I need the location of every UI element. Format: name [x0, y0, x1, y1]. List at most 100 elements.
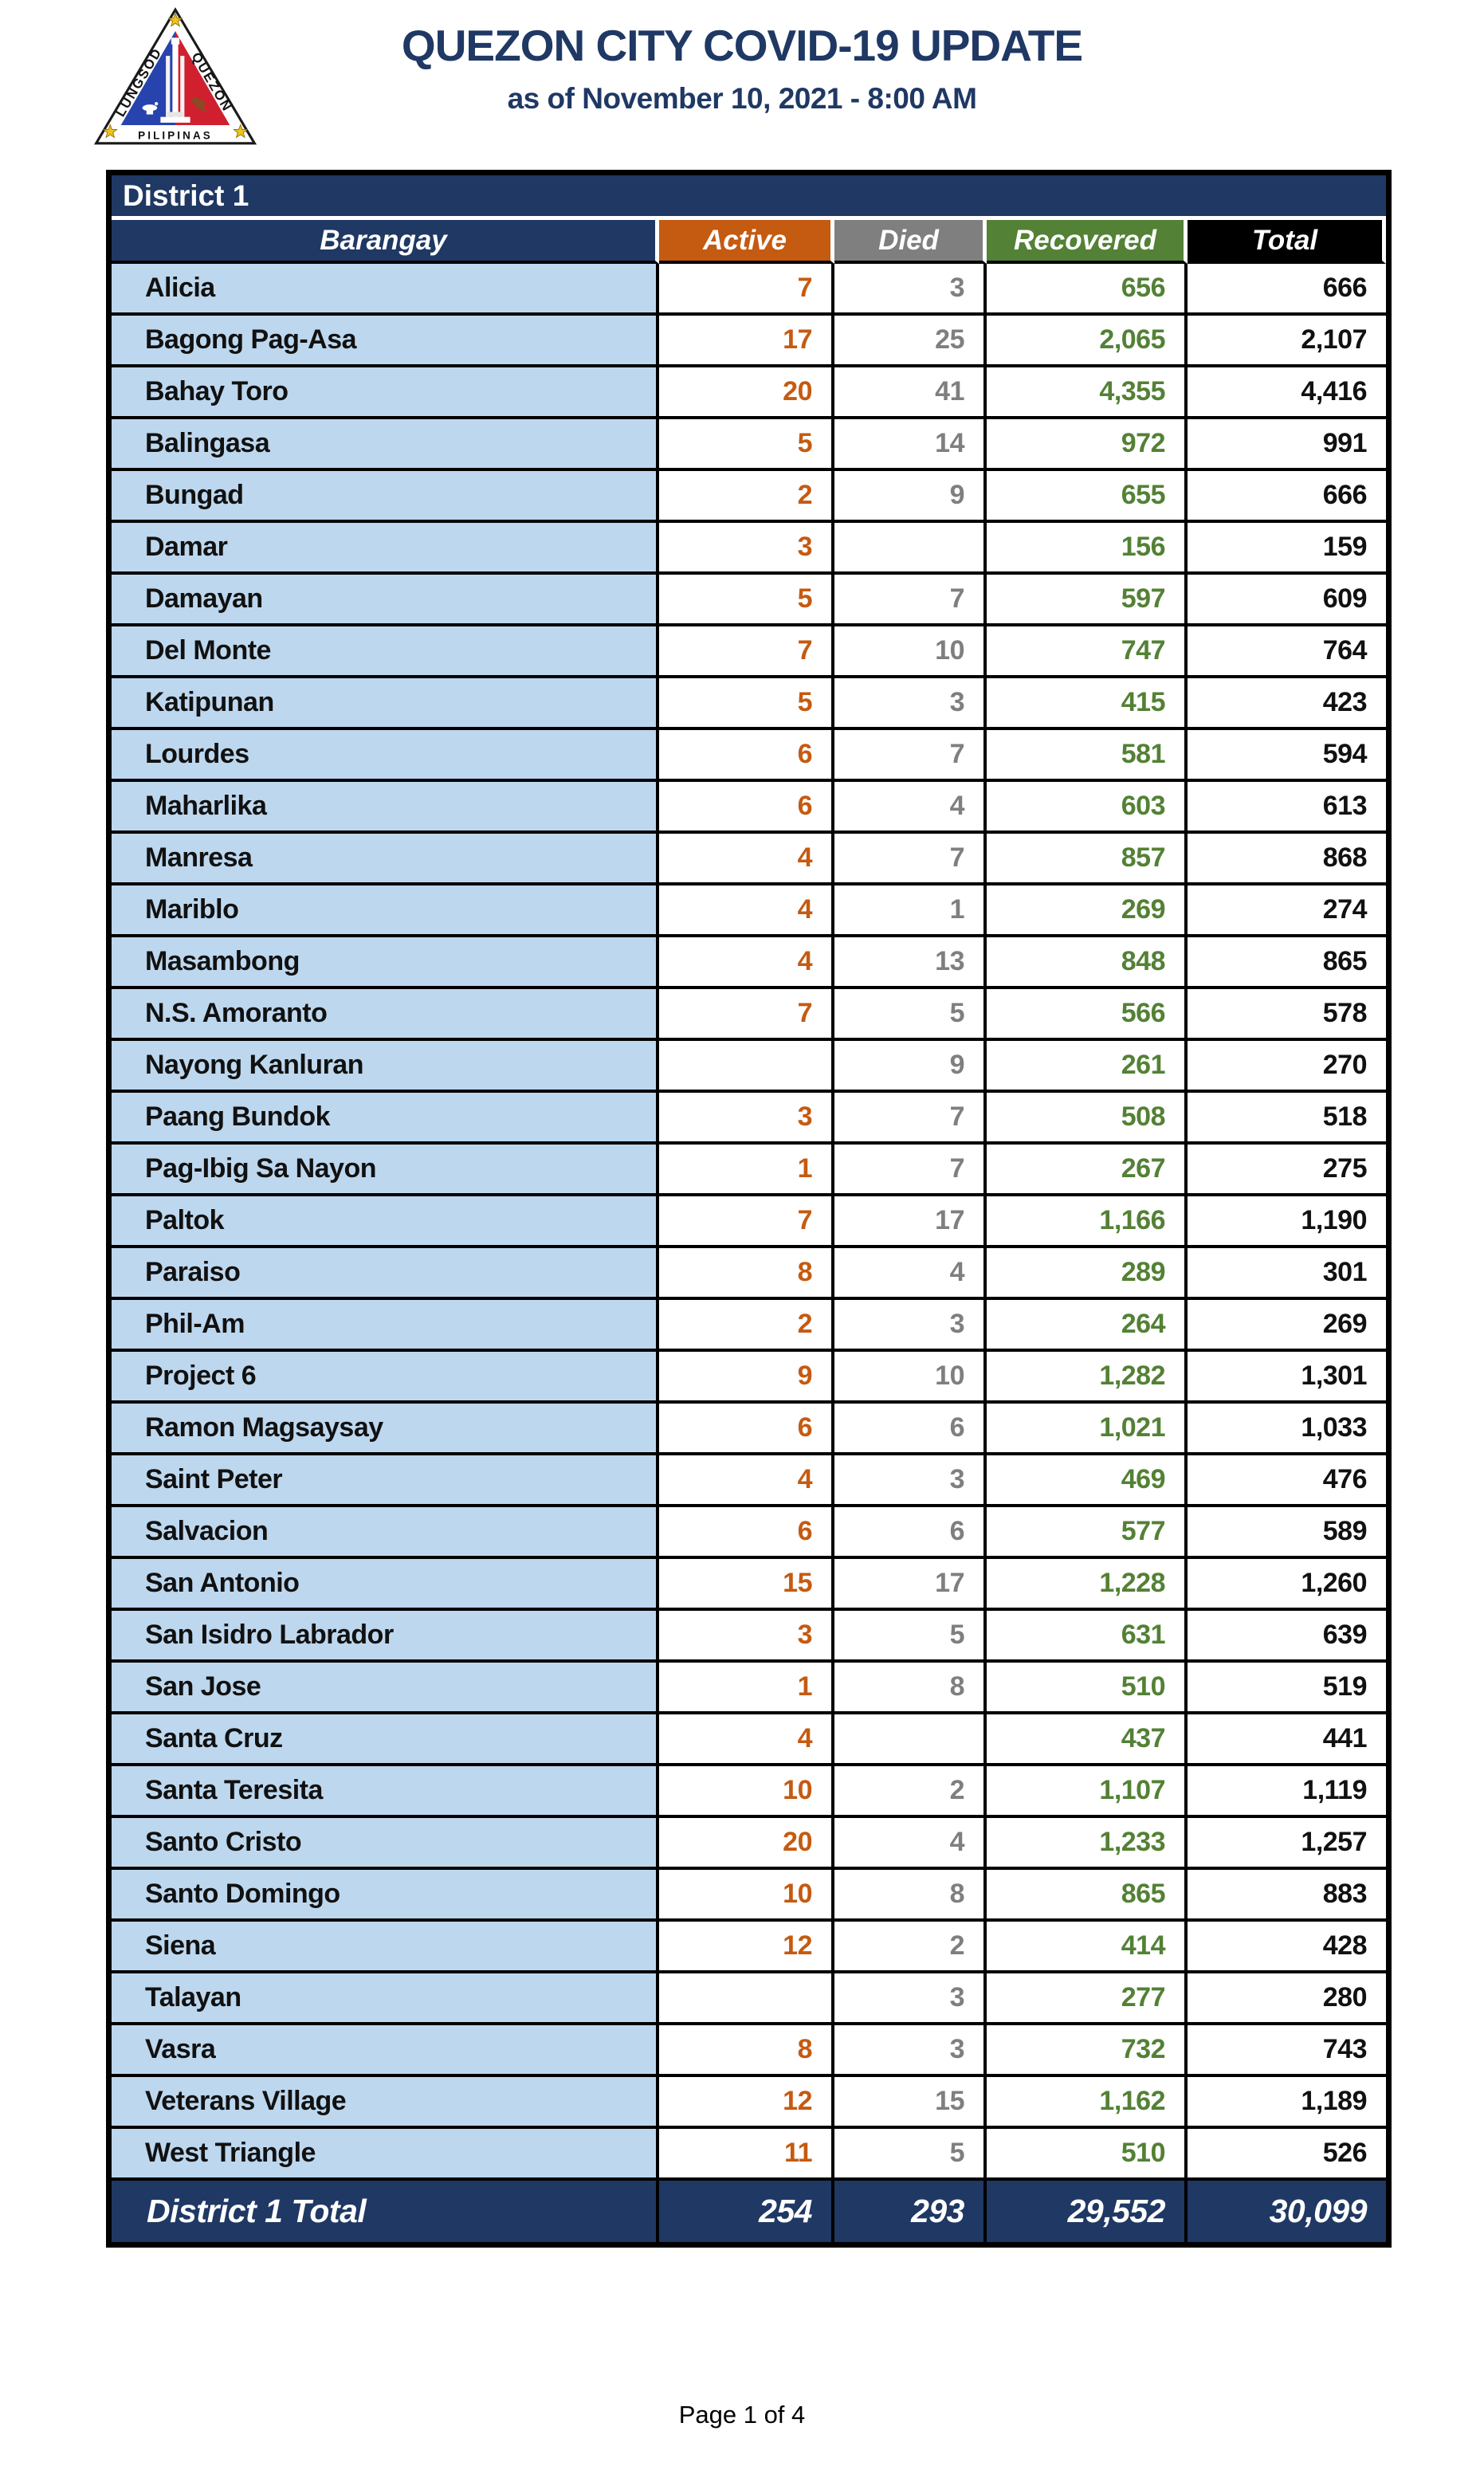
active-value: 2: [659, 1300, 834, 1352]
barangay-row: Siena 12 2 414 428: [112, 1922, 1386, 1973]
died-value: 9: [834, 471, 987, 523]
died-value: 3: [834, 2025, 987, 2077]
total-active-value: 254: [659, 2181, 834, 2242]
barangay-name: Paltok: [112, 1196, 659, 1248]
barangay-name: Pag-Ibig Sa Nayon: [112, 1145, 659, 1196]
active-value: 2: [659, 471, 834, 523]
barangay-row: Phil-Am 2 3 264 269: [112, 1300, 1386, 1352]
total-value: 275: [1188, 1145, 1386, 1196]
total-value: 578: [1188, 989, 1386, 1041]
total-value: 594: [1188, 730, 1386, 782]
total-value: 764: [1188, 626, 1386, 678]
active-value: 4: [659, 885, 834, 937]
total-value: 1,033: [1188, 1404, 1386, 1455]
active-value: 10: [659, 1870, 834, 1922]
active-value: 5: [659, 575, 834, 626]
active-value: 1: [659, 1145, 834, 1196]
barangay-name: Mariblo: [112, 885, 659, 937]
recovered-value: 603: [987, 782, 1188, 834]
died-value: 5: [834, 2129, 987, 2181]
seal-blue-half: [120, 31, 175, 126]
recovered-value: 267: [987, 1145, 1188, 1196]
active-value: 3: [659, 523, 834, 575]
barangay-row: Nayong Kanluran 9 261 270: [112, 1041, 1386, 1093]
total-value: 666: [1188, 471, 1386, 523]
recovered-value: 857: [987, 834, 1188, 885]
total-value: 2,107: [1188, 316, 1386, 367]
barangay-row: San Isidro Labrador 3 5 631 639: [112, 1611, 1386, 1663]
total-value: 1,190: [1188, 1196, 1386, 1248]
barangay-name: San Antonio: [112, 1559, 659, 1611]
barangay-name: Paang Bundok: [112, 1093, 659, 1145]
barangay-name: Damar: [112, 523, 659, 575]
died-value: [834, 1714, 987, 1766]
total-value: 865: [1188, 937, 1386, 989]
active-value: 1: [659, 1663, 834, 1714]
seal-lamp-icon: [142, 102, 159, 115]
total-value: 526: [1188, 2129, 1386, 2181]
barangay-name: Lourdes: [112, 730, 659, 782]
active-value: 11: [659, 2129, 834, 2181]
barangay-name: Alicia: [112, 264, 659, 316]
barangay-name: Santa Teresita: [112, 1766, 659, 1818]
died-value: 7: [834, 1093, 987, 1145]
total-value: 301: [1188, 1248, 1386, 1300]
died-value: 17: [834, 1196, 987, 1248]
total-value: 441: [1188, 1714, 1386, 1766]
active-value: 7: [659, 989, 834, 1041]
recovered-value: 655: [987, 471, 1188, 523]
barangay-row: Paang Bundok 3 7 508 518: [112, 1093, 1386, 1145]
recovered-value: 2,065: [987, 316, 1188, 367]
seal-monument-icon: [160, 37, 190, 123]
page-subtitle: as of November 10, 2021 - 8:00 AM: [507, 82, 977, 115]
active-value: 4: [659, 1714, 834, 1766]
died-value: 3: [834, 1300, 987, 1352]
barangay-name: Phil-Am: [112, 1300, 659, 1352]
active-value: 6: [659, 730, 834, 782]
barangay-name: Ramon Magsaysay: [112, 1404, 659, 1455]
total-value: 883: [1188, 1870, 1386, 1922]
total-row-label: District 1 Total: [112, 2181, 659, 2242]
died-value: 2: [834, 1766, 987, 1818]
recovered-value: 156: [987, 523, 1188, 575]
died-value: 7: [834, 834, 987, 885]
total-value: 991: [1188, 419, 1386, 471]
active-value: 6: [659, 782, 834, 834]
active-value: 8: [659, 1248, 834, 1300]
barangay-name: Maharlika: [112, 782, 659, 834]
header: QUEZON CITY COVID-19 UPDATE as of Novemb…: [0, 24, 1484, 116]
seal-gavel-icon: [191, 96, 206, 112]
recovered-value: 415: [987, 678, 1188, 730]
active-value: 12: [659, 1922, 834, 1973]
recovered-value: 508: [987, 1093, 1188, 1145]
total-value: 274: [1188, 885, 1386, 937]
active-value: 3: [659, 1611, 834, 1663]
died-value: 1: [834, 885, 987, 937]
recovered-value: 631: [987, 1611, 1188, 1663]
barangay-row: Talayan 3 277 280: [112, 1973, 1386, 2025]
barangay-name: Nayong Kanluran: [112, 1041, 659, 1093]
active-value: 6: [659, 1507, 834, 1559]
barangay-row: Alicia 7 3 656 666: [112, 264, 1386, 316]
barangay-name: Damayan: [112, 575, 659, 626]
died-value: 4: [834, 782, 987, 834]
recovered-value: 510: [987, 1663, 1188, 1714]
total-value: 518: [1188, 1093, 1386, 1145]
column-header-recovered: Recovered: [987, 220, 1188, 264]
total-died-value: 293: [834, 2181, 987, 2242]
recovered-value: 972: [987, 419, 1188, 471]
barangay-name: Bagong Pag-Asa: [112, 316, 659, 367]
died-value: 14: [834, 419, 987, 471]
district-header-row: District 1: [112, 175, 1386, 220]
total-value: 519: [1188, 1663, 1386, 1714]
total-value: 1,301: [1188, 1352, 1386, 1404]
page-number: Page 1 of 4: [678, 2401, 806, 2429]
district-total-row: District 1 Total 254 293 29,552 30,099: [112, 2181, 1386, 2242]
active-value: [659, 1041, 834, 1093]
barangay-row: West Triangle 11 5 510 526: [112, 2129, 1386, 2181]
active-value: 7: [659, 626, 834, 678]
page-title: QUEZON CITY COVID-19 UPDATE: [401, 21, 1083, 70]
recovered-value: 414: [987, 1922, 1188, 1973]
barangay-row: Paraiso 8 4 289 301: [112, 1248, 1386, 1300]
